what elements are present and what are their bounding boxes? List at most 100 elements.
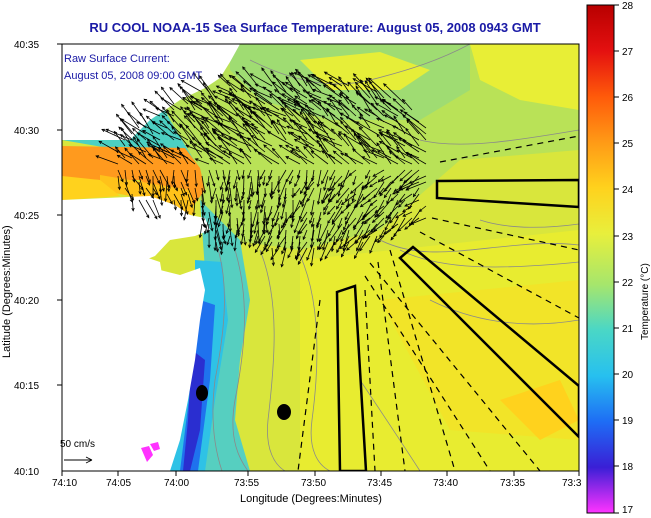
current-vector bbox=[152, 187, 158, 196]
current-vector-head bbox=[337, 183, 342, 187]
current-vector-head bbox=[328, 238, 333, 242]
current-vector-head bbox=[356, 247, 360, 252]
current-vector-head bbox=[213, 95, 218, 99]
current-vector bbox=[124, 147, 140, 165]
current-vector bbox=[343, 217, 350, 231]
current-vector-head bbox=[349, 190, 354, 195]
colorbar-tick-label: 20 bbox=[622, 370, 634, 381]
current-vector bbox=[190, 96, 210, 105]
current-vector-head bbox=[406, 117, 411, 122]
current-vector bbox=[346, 199, 350, 209]
current-vector bbox=[302, 229, 308, 240]
current-vector bbox=[294, 138, 308, 147]
current-vector-head bbox=[179, 212, 184, 217]
current-vector bbox=[395, 155, 413, 165]
current-vector-head bbox=[147, 138, 151, 142]
current-vector-head bbox=[220, 251, 224, 256]
current-vector-head bbox=[361, 220, 365, 225]
current-vector-head bbox=[345, 115, 350, 120]
current-vector-head bbox=[183, 115, 188, 119]
current-vector bbox=[255, 235, 259, 245]
current-vector bbox=[218, 145, 245, 159]
beam-outline-east bbox=[435, 178, 579, 209]
current-vector bbox=[243, 80, 259, 93]
beam-outline-southeast bbox=[398, 245, 579, 439]
current-vector-head bbox=[371, 219, 376, 224]
current-vector bbox=[183, 199, 189, 220]
current-vector bbox=[398, 199, 406, 208]
current-vector-head bbox=[306, 186, 311, 191]
current-vector bbox=[217, 122, 231, 135]
current-vector bbox=[353, 133, 371, 159]
current-vector-head bbox=[269, 93, 273, 98]
current-vector-head bbox=[310, 211, 314, 216]
current-vector-head bbox=[115, 150, 120, 154]
current-vector-head bbox=[213, 102, 218, 106]
current-vector-head bbox=[300, 218, 304, 223]
current-vector-head bbox=[361, 185, 365, 189]
current-vector-head bbox=[299, 200, 304, 205]
current-vector bbox=[355, 90, 378, 111]
current-vector bbox=[381, 110, 406, 129]
current-vector-head bbox=[155, 107, 160, 111]
current-vector bbox=[293, 98, 315, 111]
current-vector bbox=[291, 199, 301, 219]
current-vector bbox=[194, 187, 198, 201]
current-vector bbox=[331, 235, 336, 252]
current-vector-head bbox=[210, 227, 214, 232]
current-vector-head bbox=[398, 137, 402, 142]
current-vector-head bbox=[230, 242, 234, 247]
current-vector-head bbox=[390, 197, 395, 202]
current-vector bbox=[339, 93, 357, 105]
current-vector bbox=[234, 229, 238, 251]
current-vector bbox=[205, 142, 231, 159]
current-vector-head bbox=[405, 127, 409, 132]
current-vector bbox=[321, 169, 329, 184]
current-vector-head bbox=[327, 220, 331, 225]
current-vector-head bbox=[354, 239, 358, 243]
current-vector bbox=[219, 122, 245, 135]
current-vector-head bbox=[307, 112, 312, 116]
current-vector-head bbox=[251, 106, 256, 110]
current-vector-head bbox=[213, 247, 217, 252]
current-vector-head bbox=[116, 154, 121, 159]
current-vector bbox=[253, 217, 259, 234]
current-vector bbox=[297, 247, 308, 265]
current-vector-head bbox=[383, 83, 387, 87]
current-vector-head bbox=[225, 210, 229, 215]
current-vector-head bbox=[250, 135, 254, 139]
current-vector bbox=[260, 235, 273, 255]
radar-beam-outlines bbox=[297, 135, 579, 471]
current-vector-head bbox=[202, 202, 206, 207]
current-vector bbox=[226, 235, 231, 245]
current-vector bbox=[152, 169, 160, 184]
current-vector-head bbox=[266, 221, 270, 226]
current-vector-head bbox=[359, 203, 364, 208]
current-vector-head bbox=[113, 130, 118, 135]
current-vector bbox=[386, 131, 399, 147]
current-vector bbox=[376, 199, 392, 217]
current-vector-head bbox=[399, 187, 404, 191]
current-vector-head bbox=[162, 145, 167, 150]
current-vector-head bbox=[254, 83, 259, 87]
current-vector-head bbox=[385, 220, 389, 225]
current-vector-head bbox=[262, 182, 266, 186]
current-vector bbox=[355, 85, 371, 111]
current-vector bbox=[183, 110, 196, 123]
current-vector-head bbox=[321, 200, 326, 205]
current-vector bbox=[192, 114, 210, 135]
current-vector-head bbox=[280, 263, 284, 268]
current-vector bbox=[379, 132, 406, 147]
current-vector-head bbox=[243, 241, 247, 246]
current-vector-head bbox=[323, 207, 327, 211]
current-vector bbox=[211, 128, 231, 153]
current-vector-head bbox=[338, 93, 343, 97]
current-vector bbox=[98, 140, 119, 153]
current-vector-head bbox=[219, 73, 224, 78]
current-vector-head bbox=[286, 125, 290, 129]
current-vector bbox=[169, 87, 189, 105]
current-vector-head bbox=[244, 123, 249, 127]
current-vector-head bbox=[198, 141, 202, 146]
current-vector bbox=[340, 205, 350, 214]
current-vector-head bbox=[249, 87, 253, 91]
